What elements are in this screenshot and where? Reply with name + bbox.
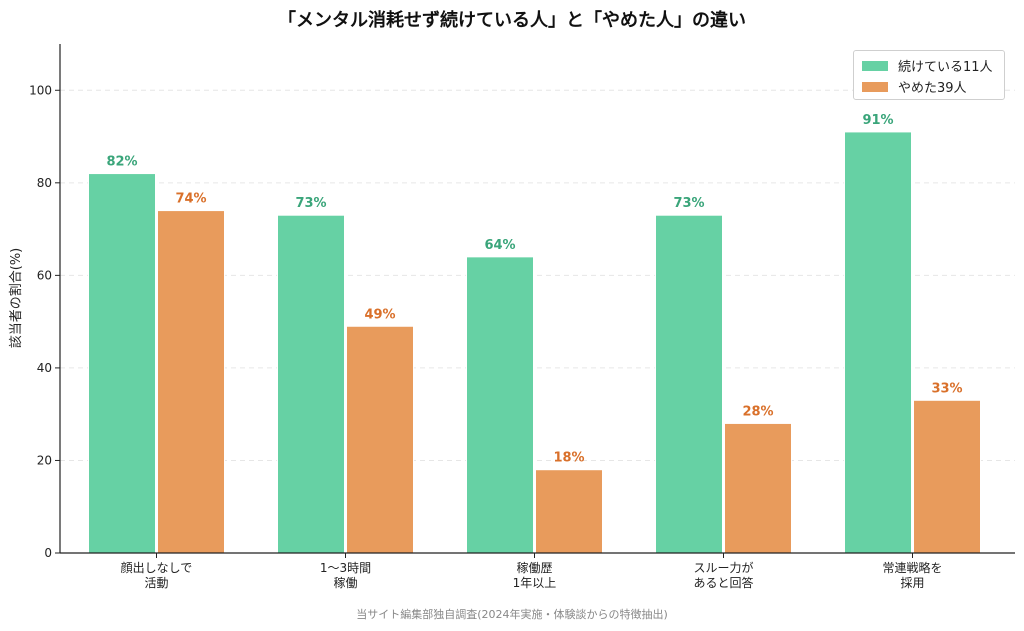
data-label: 73%	[295, 196, 326, 211]
data-label: 73%	[673, 196, 704, 211]
y-tick-label: 40	[37, 361, 52, 375]
chart-caption: 当サイト編集部独自調査(2024年実施・体験談からの特徴抽出)	[356, 608, 668, 621]
x-tick-label: 稼働	[333, 575, 357, 590]
legend-item-quit: やめた39人	[862, 76, 996, 97]
bar-quit	[913, 399, 981, 554]
legend-label-continuing: 続けている11人	[898, 60, 993, 75]
x-tick-label: あると回答	[693, 575, 753, 590]
chart-title: 「メンタル消耗せず続けている人」と「やめた人」の違い	[278, 10, 746, 31]
bar-quit	[346, 325, 414, 554]
bar-quit	[724, 422, 792, 554]
data-label: 74%	[175, 192, 206, 207]
x-tick-label: 1〜3時間	[320, 561, 371, 575]
bar-continuing	[844, 131, 912, 554]
legend-swatch-quit	[862, 81, 888, 92]
legend-swatch-continuing	[862, 60, 888, 71]
data-label: 91%	[862, 113, 893, 128]
data-label: 49%	[364, 307, 395, 322]
legend-label-quit: やめた39人	[898, 81, 967, 96]
bar-continuing	[466, 256, 534, 554]
y-tick-label: 20	[37, 453, 52, 467]
data-label: 33%	[931, 381, 962, 396]
y-tick-label: 0	[44, 546, 52, 560]
bar-continuing	[88, 173, 156, 554]
data-label: 82%	[106, 155, 137, 170]
y-tick-label: 80	[37, 176, 52, 190]
data-label: 18%	[553, 451, 584, 466]
bar-quit	[535, 469, 603, 554]
y-axis-label: 該当者の割合(%)	[8, 248, 24, 349]
legend-item-continuing: 続けている11人	[862, 55, 996, 76]
x-tick-label: 顔出しなしで	[121, 560, 193, 575]
data-label: 64%	[484, 238, 515, 253]
y-tick-label: 100	[29, 83, 52, 97]
bar-continuing	[655, 214, 723, 554]
bar-continuing	[277, 214, 345, 554]
x-tick-label: 稼働歴	[516, 560, 552, 575]
data-label: 28%	[742, 404, 773, 419]
x-tick-label: 1年以上	[513, 576, 557, 590]
bars	[88, 131, 981, 554]
legend: 続けている11人 やめた39人	[853, 50, 1005, 100]
x-tick-label: スルー力が	[693, 560, 753, 575]
x-tick-label: 活動	[144, 576, 168, 590]
bar-quit	[157, 210, 225, 554]
data-labels: 82% 74% 73% 49% 64% 18% 73% 28% 91% 33%	[106, 113, 962, 466]
y-tick-label: 60	[37, 268, 52, 282]
x-tick-label: 常連戦略を	[882, 560, 942, 575]
x-tick-label: 採用	[900, 576, 924, 590]
